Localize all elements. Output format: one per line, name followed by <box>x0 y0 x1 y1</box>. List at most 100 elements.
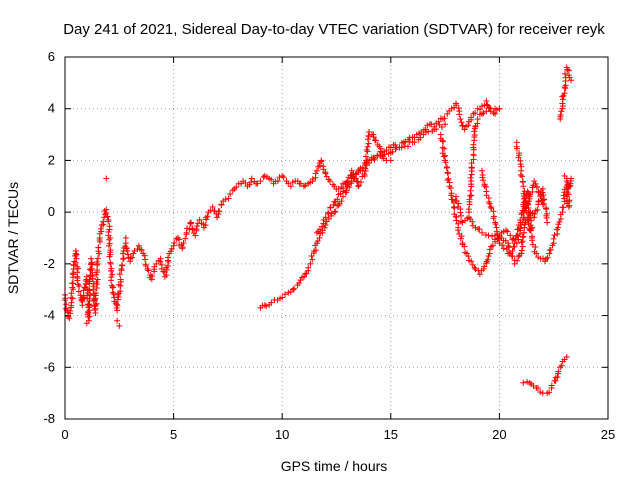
data-point <box>554 373 561 380</box>
data-point <box>531 214 538 221</box>
data-point <box>523 200 530 207</box>
data-point <box>72 247 79 254</box>
data-point <box>326 178 333 185</box>
data-point <box>505 242 512 249</box>
data-point <box>521 195 528 202</box>
data-point <box>492 110 499 117</box>
data-point <box>261 302 268 309</box>
data-point <box>559 96 566 103</box>
data-point <box>309 175 316 182</box>
data-point <box>280 174 287 181</box>
data-point <box>470 141 477 148</box>
data-point <box>509 247 516 254</box>
data-point <box>489 233 496 240</box>
data-point <box>282 291 289 298</box>
data-point <box>524 216 531 223</box>
data-point <box>187 220 194 227</box>
data-point <box>471 132 478 139</box>
data-point <box>556 219 563 226</box>
data-point <box>110 290 117 297</box>
data-point <box>105 242 112 249</box>
data-point <box>518 247 525 254</box>
data-point <box>202 222 209 229</box>
data-point <box>85 301 92 308</box>
data-point <box>163 272 170 279</box>
data-point <box>144 266 151 273</box>
data-point <box>307 179 314 186</box>
x-tick-label: 0 <box>61 427 68 442</box>
data-point <box>160 268 167 275</box>
data-point <box>313 167 320 174</box>
data-point <box>364 143 371 150</box>
data-point <box>204 213 211 220</box>
data-point <box>142 262 149 269</box>
data-point <box>494 232 501 239</box>
data-point <box>563 353 570 360</box>
data-point <box>440 138 447 145</box>
data-point <box>312 170 319 177</box>
data-point <box>568 77 575 84</box>
data-point <box>387 144 394 151</box>
data-point <box>448 192 455 199</box>
data-point <box>458 218 465 225</box>
data-point <box>192 232 199 239</box>
data-point <box>486 246 493 253</box>
data-point <box>541 200 548 207</box>
data-point <box>248 179 255 186</box>
data-point <box>355 183 362 190</box>
data-point <box>363 146 370 153</box>
data-point <box>442 159 449 166</box>
data-point <box>513 240 520 247</box>
data-point <box>116 271 123 278</box>
grid-lines <box>65 57 608 419</box>
data-point <box>313 229 320 236</box>
data-point <box>113 301 120 308</box>
data-point <box>534 206 541 213</box>
data-point <box>520 229 527 236</box>
data-point <box>539 201 546 208</box>
data-point <box>496 105 503 112</box>
data-point <box>560 192 567 199</box>
data-point <box>66 315 73 322</box>
data-point <box>483 101 490 108</box>
data-point <box>340 193 347 200</box>
data-point <box>248 175 255 182</box>
data-point <box>93 300 100 307</box>
data-point <box>519 243 526 250</box>
data-point <box>316 234 323 241</box>
data-point <box>153 260 160 267</box>
data-point <box>380 155 387 162</box>
data-point <box>398 144 405 151</box>
data-point <box>472 224 479 231</box>
data-point <box>321 224 328 231</box>
data-point <box>334 196 341 203</box>
data-point <box>69 295 76 302</box>
x-tick-label: 5 <box>170 427 177 442</box>
data-point <box>274 178 281 185</box>
data-point <box>531 210 538 217</box>
y-tick-label: 6 <box>48 49 55 64</box>
data-point <box>548 382 555 389</box>
data-point <box>472 266 479 273</box>
data-point <box>457 209 464 216</box>
data-point <box>523 209 530 216</box>
data-point <box>558 108 565 115</box>
x-tick-label: 25 <box>601 427 615 442</box>
data-point <box>135 242 142 249</box>
data-point <box>107 260 114 267</box>
data-point <box>214 214 221 221</box>
data-point <box>106 236 113 243</box>
data-point <box>449 196 456 203</box>
data-point <box>176 236 183 243</box>
data-point <box>119 250 126 257</box>
data-point <box>332 208 339 215</box>
data-point <box>71 258 78 265</box>
data-point <box>90 286 97 293</box>
data-point <box>335 202 342 209</box>
data-point <box>469 218 476 225</box>
data-point <box>100 218 107 225</box>
data-point <box>483 108 490 115</box>
data-point <box>515 236 522 243</box>
data-point <box>108 277 115 284</box>
data-point <box>468 178 475 185</box>
